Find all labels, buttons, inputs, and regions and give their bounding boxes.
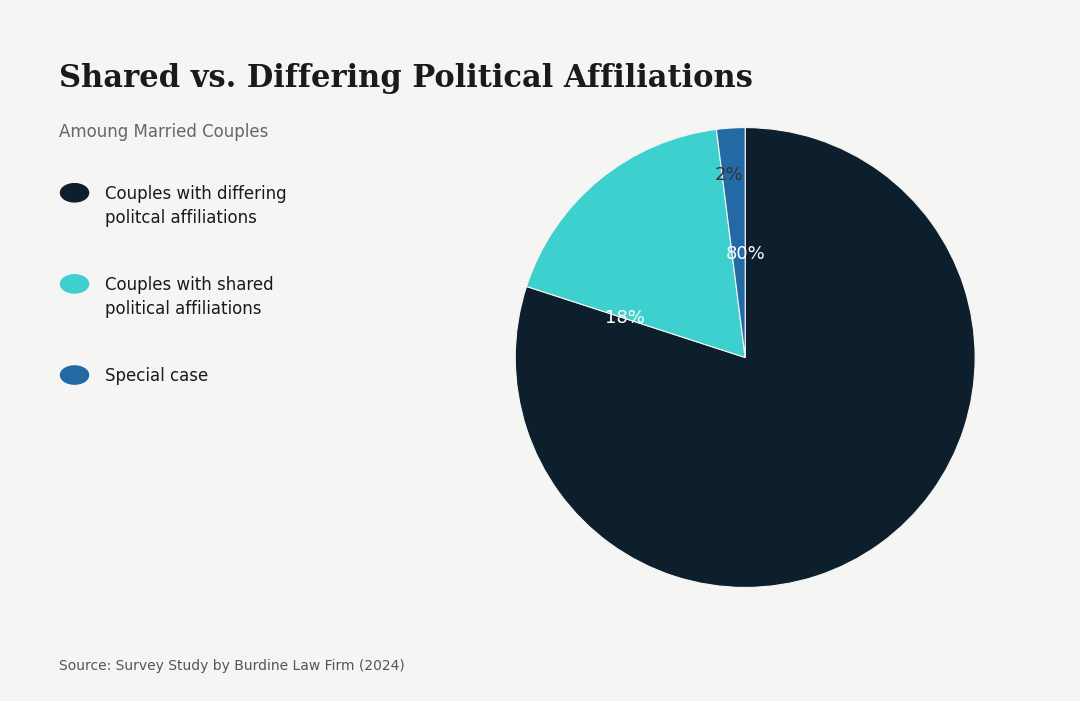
Circle shape [60, 366, 89, 384]
Text: 80%: 80% [726, 245, 765, 263]
Text: Couples with differing
politcal affiliations: Couples with differing politcal affiliat… [105, 185, 286, 226]
Text: Shared vs. Differing Political Affiliations: Shared vs. Differing Political Affiliati… [59, 63, 753, 94]
Wedge shape [515, 128, 975, 587]
Circle shape [60, 184, 89, 202]
Circle shape [60, 275, 89, 293]
Text: Special case: Special case [105, 367, 208, 386]
Text: Couples with shared
political affiliations: Couples with shared political affiliatio… [105, 276, 273, 318]
Text: 18%: 18% [605, 309, 645, 327]
Text: Amoung Married Couples: Amoung Married Couples [59, 123, 269, 141]
Wedge shape [716, 128, 745, 358]
Wedge shape [527, 130, 745, 358]
Text: Source: Survey Study by Burdine Law Firm (2024): Source: Survey Study by Burdine Law Firm… [59, 659, 405, 673]
Text: 2%: 2% [715, 166, 743, 184]
